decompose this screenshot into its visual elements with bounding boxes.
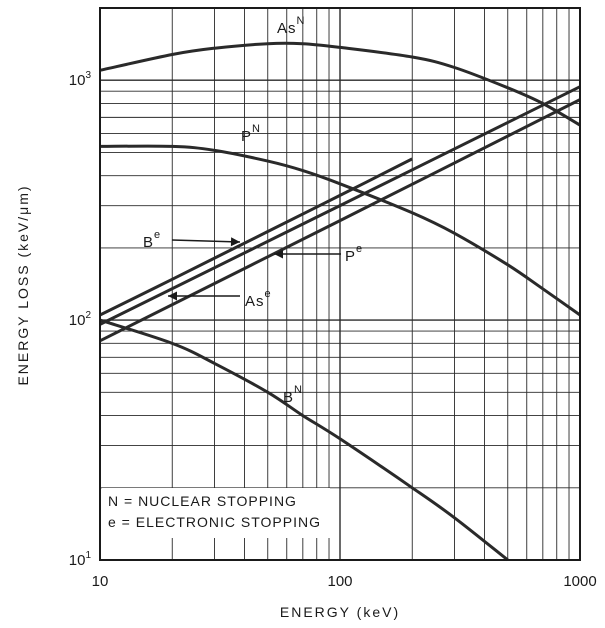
arrow-as-e bbox=[168, 291, 240, 301]
curves bbox=[99, 41, 581, 562]
series-b-e-label: Be bbox=[143, 229, 161, 251]
tick-labels: 10 100 1000 101 102 103 bbox=[69, 70, 597, 590]
legend-box bbox=[102, 488, 330, 538]
x-tick-label: 100 bbox=[327, 573, 352, 590]
label-arrows bbox=[168, 237, 341, 301]
y-tick-label: 103 bbox=[69, 70, 92, 89]
series-as-e-line bbox=[99, 85, 581, 326]
series-b-n-line bbox=[99, 318, 509, 562]
series-p-n-label: PN bbox=[241, 123, 261, 145]
x-axis-label: ENERGY (keV) bbox=[280, 604, 400, 620]
series-b-e-line bbox=[99, 157, 413, 317]
arrow-b-e bbox=[171, 237, 241, 247]
x-tick-label: 10 bbox=[92, 573, 109, 590]
series-p-e-line bbox=[99, 98, 581, 343]
series-labels: AsN PN BN Be Ase Pe bbox=[143, 15, 363, 406]
grid bbox=[99, 7, 580, 561]
series-as-e-label: Ase bbox=[245, 288, 272, 310]
series-as-n-label: AsN bbox=[277, 15, 305, 37]
x-tick-label: 1000 bbox=[563, 573, 596, 590]
legend-nuclear: N = NUCLEAR STOPPING bbox=[108, 493, 297, 509]
y-tick-label: 101 bbox=[69, 550, 92, 569]
y-axis-label: ENERGY LOSS (keV/μm) bbox=[15, 184, 31, 385]
series-p-e-label: Pe bbox=[345, 243, 363, 265]
series-as-n-line bbox=[99, 41, 581, 127]
series-b-n-label: BN bbox=[283, 384, 303, 406]
arrow-p-e bbox=[274, 249, 341, 259]
y-tick-label: 102 bbox=[69, 310, 92, 329]
plot-frame bbox=[99, 7, 581, 561]
series-p-n-line bbox=[99, 144, 581, 317]
legend-electronic: e = ELECTRONIC STOPPING bbox=[108, 514, 321, 530]
